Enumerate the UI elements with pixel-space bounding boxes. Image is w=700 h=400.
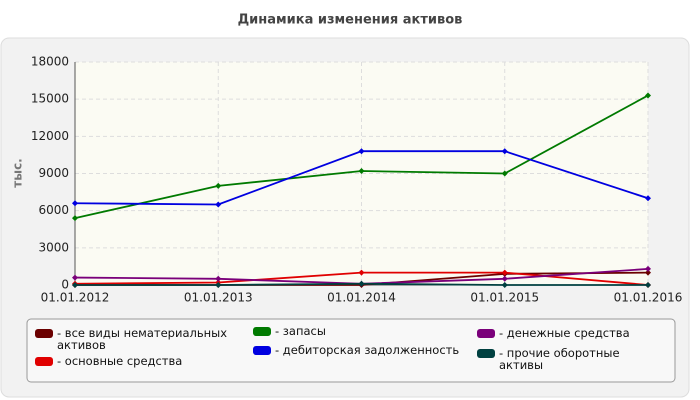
y-tick-label: 6000: [38, 203, 69, 217]
x-tick-label: 01.01.2014: [327, 291, 396, 305]
legend-swatch: [35, 357, 53, 366]
marker: [501, 275, 508, 282]
legend-swatch: [477, 329, 495, 338]
legend-swatch: [35, 329, 53, 338]
marker: [501, 282, 508, 288]
marker: [645, 269, 651, 276]
legend-item: - запасы: [253, 325, 468, 337]
legend-item: - все виды нематериальных активов: [35, 327, 235, 351]
legend-swatch: [253, 346, 271, 355]
legend-label: - запасы: [275, 324, 326, 338]
legend-item: - основные средства: [35, 355, 235, 367]
marker: [645, 282, 651, 288]
marker: [215, 282, 222, 288]
legend-item: - денежные средства: [477, 327, 667, 339]
marker: [215, 275, 222, 282]
y-tick-label: 3000: [38, 240, 69, 254]
y-tick-label: 18000: [31, 55, 69, 69]
x-tick-label: 01.01.2013: [184, 291, 253, 305]
marker: [358, 280, 365, 287]
y-axis-label: тыс.: [11, 158, 25, 187]
marker: [72, 200, 78, 207]
legend-swatch: [253, 327, 271, 336]
legend-label: - прочие оборотные активы: [499, 346, 620, 372]
y-tick-label: 9000: [38, 166, 69, 180]
marker: [645, 195, 651, 202]
marker: [501, 269, 508, 276]
legend-label: - денежные средства: [499, 326, 630, 340]
y-tick-label: 0: [61, 278, 69, 292]
marker: [72, 282, 78, 288]
marker: [501, 170, 508, 177]
chart-title: Динамика изменения активов: [238, 13, 463, 28]
marker: [358, 148, 365, 155]
legend-item: - прочие оборотные активы: [477, 347, 667, 371]
legend-box: [26, 318, 676, 383]
legend-label: - основные средства: [57, 354, 183, 368]
legend-label: - все виды нематериальных активов: [57, 326, 228, 352]
y-tick-label: 12000: [31, 129, 69, 143]
marker: [72, 274, 78, 281]
marker: [358, 269, 365, 276]
marker: [215, 182, 222, 189]
marker: [358, 168, 365, 175]
marker: [645, 265, 651, 272]
marker: [501, 148, 508, 155]
legend-swatch: [477, 349, 495, 358]
x-tick-label: 01.01.2012: [41, 291, 110, 305]
x-tick-label: 01.01.2015: [470, 291, 539, 305]
marker: [645, 92, 651, 99]
x-tick-label: 01.01.2016: [614, 291, 683, 305]
marker: [72, 215, 78, 222]
y-tick-label: 15000: [31, 92, 69, 106]
legend-item: - дебиторская задолженность: [253, 344, 468, 356]
legend-label: - дебиторская задолженность: [275, 343, 460, 357]
marker: [215, 201, 222, 208]
